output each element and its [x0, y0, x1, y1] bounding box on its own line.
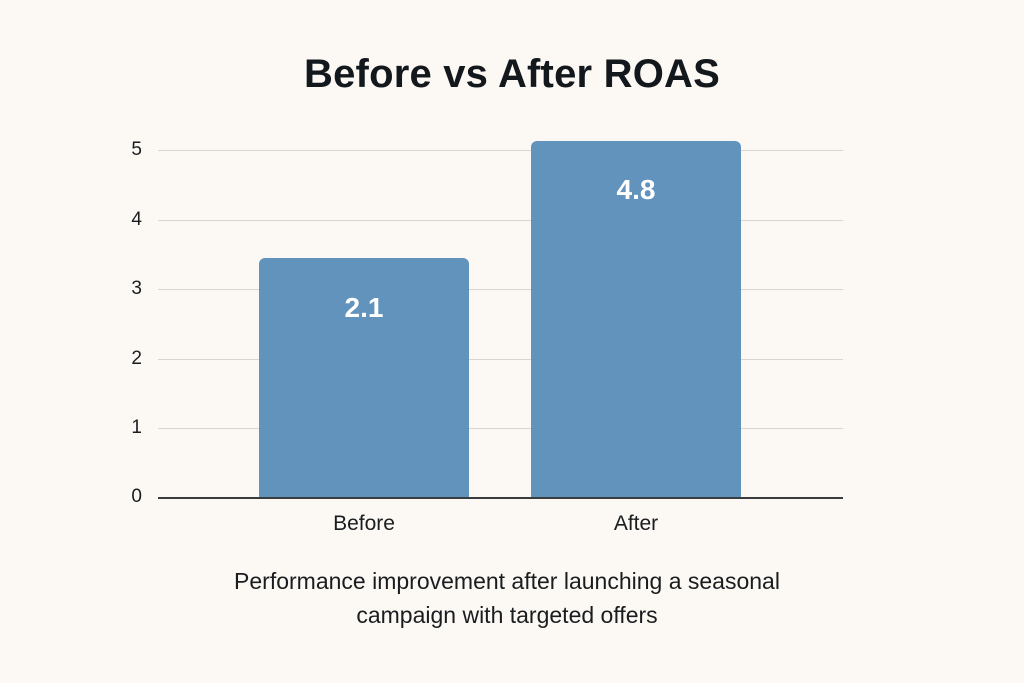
- gridline-2: [158, 359, 843, 360]
- bar-value-label-after: 4.8: [616, 174, 656, 205]
- y-tick-label: 3: [131, 278, 142, 299]
- x-tick-label-after: After: [613, 512, 659, 535]
- x-tick-label-before: Before: [333, 512, 395, 535]
- gridline-4: [158, 220, 843, 221]
- y-tick-label: 1: [131, 417, 142, 438]
- bar-after: [531, 141, 741, 498]
- gridline-1: [158, 428, 843, 429]
- bar-before: [259, 258, 469, 498]
- chart-caption: Performance improvement after launching …: [0, 564, 1014, 632]
- gridline-3: [158, 289, 843, 290]
- gridline-5: [158, 150, 843, 151]
- y-tick-label: 0: [131, 486, 142, 507]
- bar-value-label-before: 2.1: [344, 292, 384, 323]
- y-tick-label: 4: [131, 209, 142, 230]
- caption-line-1: Performance improvement after launching …: [234, 568, 780, 594]
- x-axis-line: [158, 497, 843, 499]
- caption-line-2: campaign with targeted offers: [356, 602, 658, 628]
- chart-title: Before vs After ROAS: [304, 52, 720, 96]
- y-tick-label: 5: [131, 139, 142, 160]
- y-tick-label: 2: [131, 348, 142, 369]
